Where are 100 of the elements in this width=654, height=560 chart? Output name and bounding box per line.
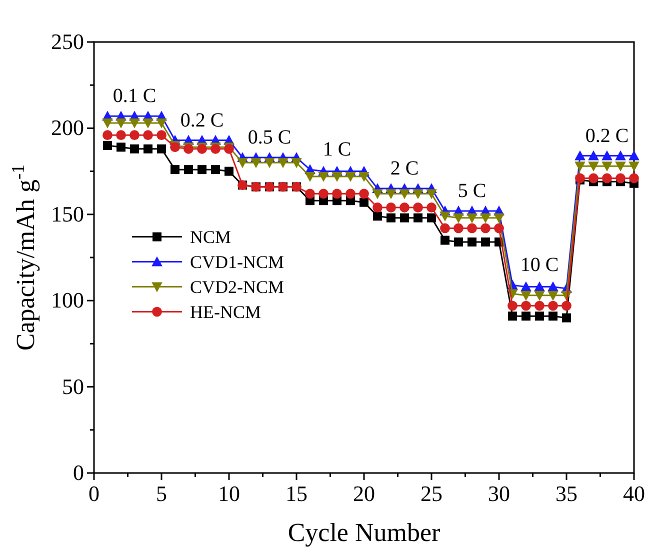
- point: [548, 312, 558, 321]
- point: [615, 150, 626, 160]
- annotation: 5 C: [458, 180, 486, 202]
- annotation: 0.2 C: [180, 109, 224, 132]
- point: [521, 300, 531, 311]
- point: [156, 130, 166, 140]
- point: [616, 173, 626, 184]
- y-tick-label: 100: [51, 288, 84, 313]
- point: [102, 118, 113, 128]
- annotation: 1 C: [322, 138, 352, 161]
- annotation: 0.5 C: [248, 126, 292, 149]
- point: [522, 312, 530, 321]
- point: [156, 118, 167, 128]
- point: [372, 202, 382, 212]
- x-tick-label: 20: [353, 481, 375, 506]
- point: [454, 237, 463, 246]
- point: [386, 189, 396, 200]
- point: [534, 300, 544, 311]
- point: [548, 290, 558, 301]
- point: [345, 172, 356, 182]
- point: [304, 172, 316, 182]
- point: [454, 223, 464, 234]
- point: [184, 165, 193, 174]
- point: [130, 144, 139, 154]
- point: [453, 213, 464, 224]
- point: [386, 213, 396, 222]
- point: [427, 213, 436, 222]
- point: [198, 165, 206, 174]
- point: [426, 202, 436, 212]
- point: [440, 236, 450, 245]
- y-tick-label: 250: [51, 29, 84, 54]
- point: [602, 173, 612, 184]
- point: [332, 188, 342, 199]
- point: [129, 118, 140, 128]
- point: [588, 150, 599, 160]
- point: [574, 150, 586, 160]
- point: [264, 158, 275, 168]
- y-tick-label: 200: [51, 115, 84, 140]
- point: [628, 162, 640, 172]
- y-tick-label: 0: [73, 460, 84, 485]
- point: [494, 223, 504, 234]
- point: [548, 300, 558, 311]
- y-tick-label: 150: [51, 201, 84, 226]
- point: [142, 118, 154, 128]
- point: [534, 290, 545, 301]
- point: [534, 281, 545, 292]
- point: [535, 312, 544, 321]
- point: [520, 290, 532, 301]
- annotation: 0.2 C: [585, 124, 629, 147]
- annotation: 10 C: [520, 254, 559, 276]
- point: [399, 189, 410, 200]
- annotation: 2 C: [390, 158, 419, 180]
- point: [508, 300, 518, 311]
- point: [562, 300, 572, 311]
- point: [602, 162, 612, 172]
- x-tick-label: 5: [156, 481, 167, 506]
- point: [481, 237, 490, 246]
- point: [412, 189, 424, 200]
- point: [318, 172, 329, 182]
- point: [628, 150, 640, 160]
- point: [130, 130, 140, 140]
- legend-label: CVD1-NCM: [190, 252, 284, 272]
- point: [116, 130, 126, 140]
- point: [143, 130, 153, 140]
- point: [480, 213, 491, 224]
- x-tick-label: 10: [218, 481, 240, 506]
- point: [170, 165, 180, 174]
- point: [157, 144, 166, 154]
- point: [373, 212, 382, 221]
- point: [237, 158, 248, 168]
- point: [250, 158, 262, 168]
- point: [318, 188, 328, 199]
- point: [574, 162, 586, 172]
- point: [332, 172, 342, 182]
- point: [278, 158, 288, 168]
- x-tick-label: 40: [623, 481, 645, 506]
- point: [144, 144, 152, 154]
- point: [372, 189, 383, 200]
- point: [360, 198, 368, 207]
- x-axis-title: Cycle Number: [288, 518, 441, 547]
- x-tick-label: 35: [556, 481, 578, 506]
- point: [103, 140, 112, 150]
- point: [305, 188, 315, 199]
- legend-label: CVD2-NCM: [190, 276, 284, 297]
- point: [102, 130, 112, 140]
- point: [291, 158, 302, 168]
- point: [413, 202, 423, 212]
- point: [400, 202, 410, 212]
- point: [467, 223, 477, 234]
- legend-label: NCM: [190, 226, 232, 247]
- annotation: 0.1 C: [112, 85, 156, 108]
- point: [386, 202, 396, 212]
- point: [468, 237, 476, 246]
- point: [615, 162, 626, 172]
- point: [494, 213, 504, 224]
- point: [224, 166, 234, 176]
- point: [480, 223, 490, 234]
- point: [358, 172, 370, 182]
- point: [508, 312, 517, 321]
- point: [116, 118, 126, 128]
